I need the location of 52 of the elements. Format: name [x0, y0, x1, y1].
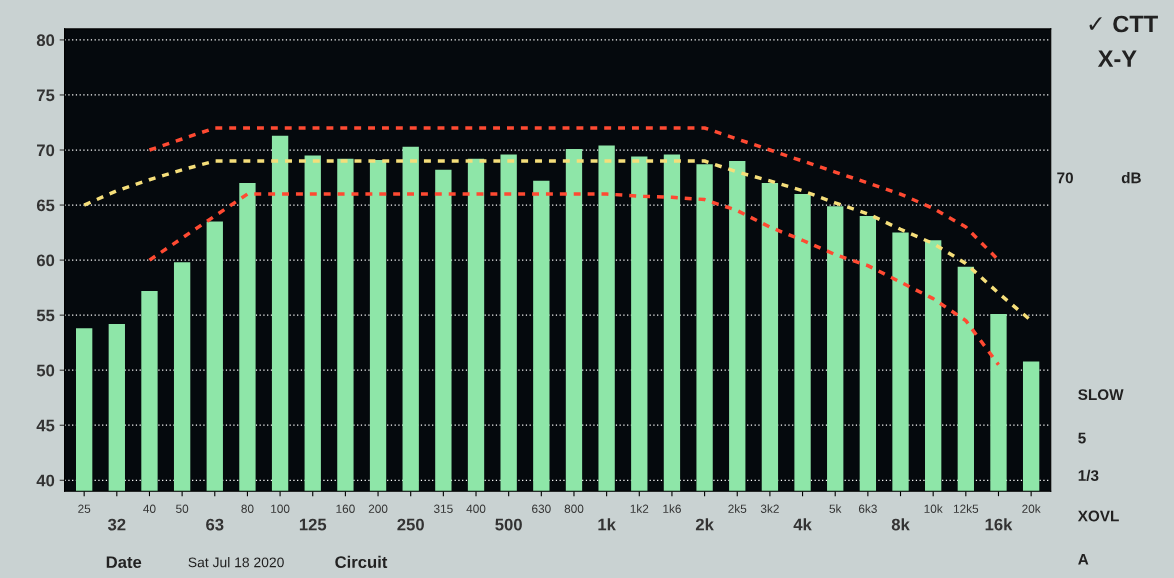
x-tick-label: 16k — [985, 518, 1013, 531]
y-tick-label: 60 — [36, 254, 55, 267]
text: dB — [1121, 172, 1141, 184]
x-tick-label: 50 — [176, 504, 189, 513]
text: SLOW — [1078, 389, 1124, 401]
text: Date — [106, 556, 142, 569]
text: Sat Jul 18 2020 — [188, 557, 284, 568]
x-tick-label: 1k — [598, 518, 616, 531]
x-tick-label: 100 — [271, 504, 290, 513]
y-tick-label: 80 — [36, 34, 55, 47]
y-tick-label: 50 — [36, 364, 55, 377]
x-tick-label: 4k — [793, 518, 812, 531]
x-tick-label: 200 — [368, 504, 388, 513]
text: Circuit — [335, 555, 388, 569]
y-tick-label: 55 — [36, 309, 55, 322]
text: 1/3 — [1078, 469, 1099, 482]
x-tick-label: 1k6 — [663, 504, 681, 513]
y-tick-label: 65 — [36, 199, 55, 212]
x-tick-label: 2k — [695, 518, 714, 531]
x-tick-label: 400 — [466, 504, 486, 513]
x-tick-label: 3k2 — [760, 504, 779, 513]
x-tick-label: 5k — [829, 504, 842, 513]
text: 5 — [1078, 432, 1086, 444]
x-tick-label: 12k5 — [953, 504, 979, 513]
x-tick-label: 800 — [564, 504, 584, 513]
text: XOVL — [1077, 510, 1119, 522]
line-series — [147, 192, 1001, 367]
x-tick-label: 20k — [1022, 504, 1041, 513]
x-tick-label: 500 — [495, 518, 522, 531]
x-tick-label: 25 — [78, 504, 91, 513]
x-tick-label: 63 — [206, 518, 224, 531]
x-tick-label: 6k3 — [858, 504, 877, 513]
x-tick-label: 315 — [433, 504, 453, 513]
text: X-Y — [1097, 50, 1137, 67]
x-tick-label: 1k2 — [630, 504, 649, 513]
x-tick-label: 10k — [924, 504, 943, 513]
text: ✓ CTT — [1089, 15, 1158, 33]
x-tick-label: 40 — [143, 504, 156, 513]
y-tick-label: 45 — [36, 419, 55, 432]
x-tick-label: 160 — [336, 504, 355, 513]
y-tick-label: 70 — [37, 144, 55, 157]
x-tick-label: 8k — [891, 518, 910, 531]
x-tick-label: 630 — [532, 504, 551, 513]
y-tick-label: 75 — [37, 89, 55, 102]
x-tick-label: 2k5 — [728, 504, 747, 513]
text: A — [1078, 554, 1089, 565]
text: 70 — [1057, 172, 1073, 184]
x-tick-label: 32 — [107, 518, 126, 531]
x-tick-label: 250 — [397, 518, 424, 531]
x-tick-label: 80 — [241, 504, 254, 513]
y-tick-label: 40 — [36, 474, 55, 487]
x-tick-label: 125 — [299, 518, 327, 531]
